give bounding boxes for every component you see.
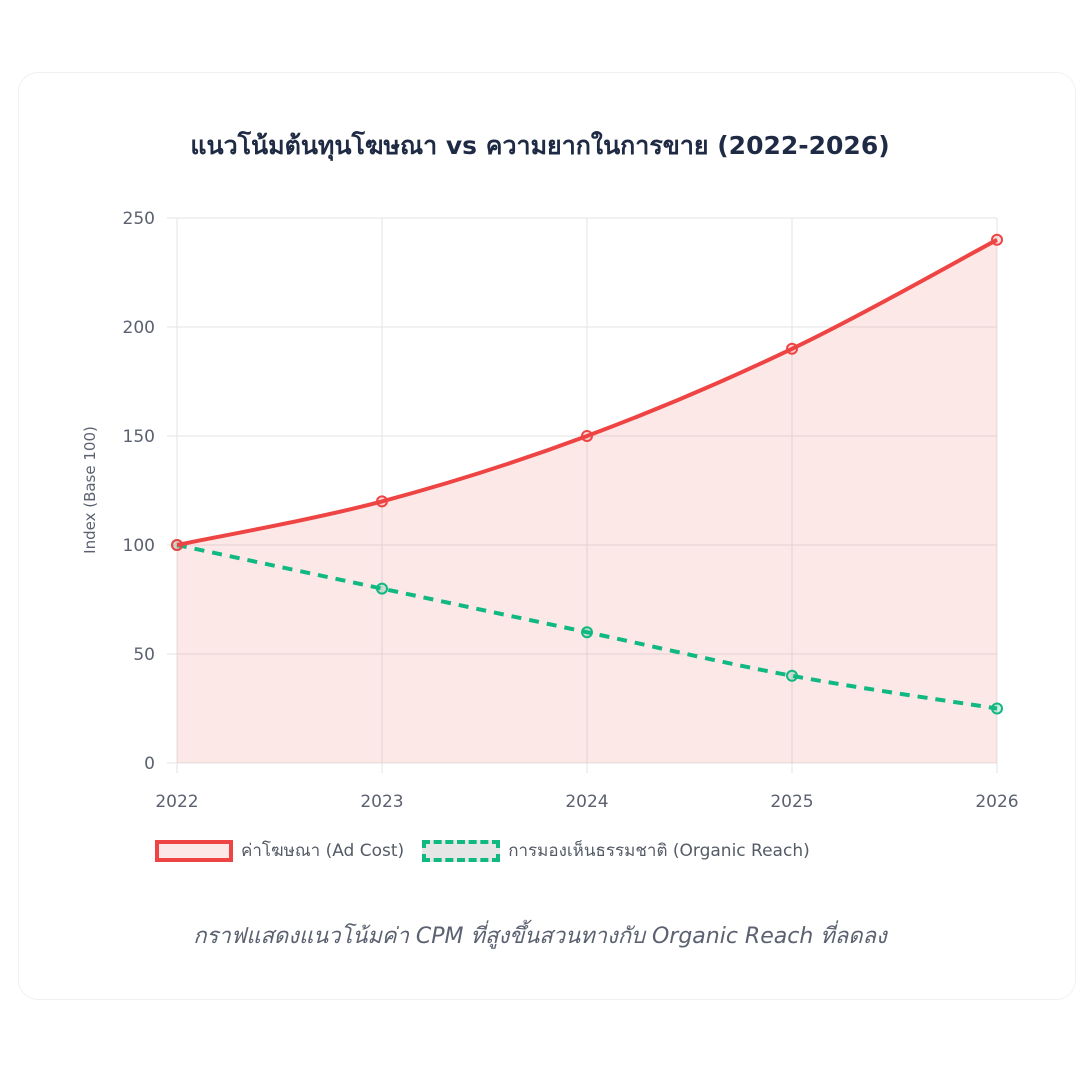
y-tick-label: 100 [123,536,155,556]
legend-label-ad-cost[interactable]: ค่าโฆษณา (Ad Cost) [241,841,405,861]
y-tick-label: 0 [144,754,155,774]
y-axis-label: Index (Base 100) [81,426,99,554]
y-tick-label: 250 [123,209,155,229]
data-point[interactable] [786,342,798,355]
chart-caption: กราฟแสดงแนวโน้มค่า CPM ที่สูงขึ้นสวนทางก… [193,924,887,949]
x-tick-label: 2022 [155,792,198,812]
legend-swatch-ad-cost[interactable] [155,839,233,862]
y-tick-label: 150 [123,427,155,447]
data-point[interactable] [991,233,1003,246]
x-axis-ticks: 2022 2023 2024 2025 2026 [155,792,1018,812]
legend-label-organic-reach[interactable]: การมองเห็นธรรมชาติ (Organic Reach) [508,841,810,861]
data-point[interactable] [376,582,388,595]
area-fill-ad-cost [177,239,997,764]
data-point[interactable] [991,702,1003,715]
grid-lines [167,217,998,773]
x-tick-label: 2025 [770,792,813,812]
data-point[interactable] [581,430,593,442]
y-tick-label: 200 [123,318,155,338]
data-point[interactable] [171,539,183,551]
y-axis-ticks: 0 50 100 150 200 250 [123,209,155,774]
x-tick-label: 2023 [360,792,403,812]
legend-swatch-organic-reach[interactable] [422,839,501,862]
x-tick-label: 2026 [975,792,1018,812]
data-point[interactable] [786,669,798,682]
legend: ค่าโฆษณา (Ad Cost) การมองเห็นธรรมชาติ (O… [155,837,810,864]
y-tick-label: 50 [133,645,155,665]
data-point[interactable] [376,495,388,508]
data-series [171,233,1003,764]
data-point[interactable] [581,626,593,639]
chart-title: แนวโน้มต้นทุนโฆษณา vs ความยากในการขาย (2… [190,131,890,160]
line-ad-cost [176,238,998,547]
line-organic-reach [176,543,998,711]
x-tick-label: 2024 [565,792,608,812]
